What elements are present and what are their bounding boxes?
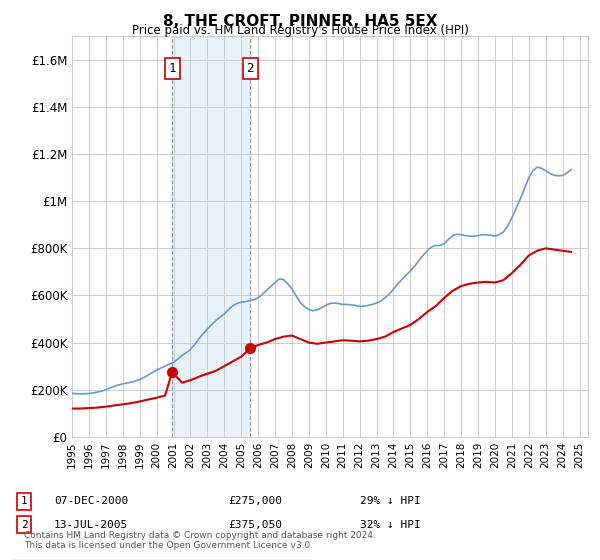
Text: 07-DEC-2000: 07-DEC-2000 (54, 496, 128, 506)
Text: 32% ↓ HPI: 32% ↓ HPI (360, 520, 421, 530)
Text: £375,050: £375,050 (228, 520, 282, 530)
Text: 1: 1 (20, 496, 28, 506)
Text: 2: 2 (20, 520, 28, 530)
Text: 2: 2 (247, 62, 254, 75)
Text: 29% ↓ HPI: 29% ↓ HPI (360, 496, 421, 506)
Text: 13-JUL-2005: 13-JUL-2005 (54, 520, 128, 530)
Text: Price paid vs. HM Land Registry's House Price Index (HPI): Price paid vs. HM Land Registry's House … (131, 24, 469, 37)
Text: Contains HM Land Registry data © Crown copyright and database right 2024.
This d: Contains HM Land Registry data © Crown c… (24, 530, 376, 550)
Bar (172, 36, 250, 437)
Text: 1: 1 (169, 62, 176, 75)
Text: £275,000: £275,000 (228, 496, 282, 506)
Text: 8, THE CROFT, PINNER, HA5 5EX: 8, THE CROFT, PINNER, HA5 5EX (163, 14, 437, 29)
